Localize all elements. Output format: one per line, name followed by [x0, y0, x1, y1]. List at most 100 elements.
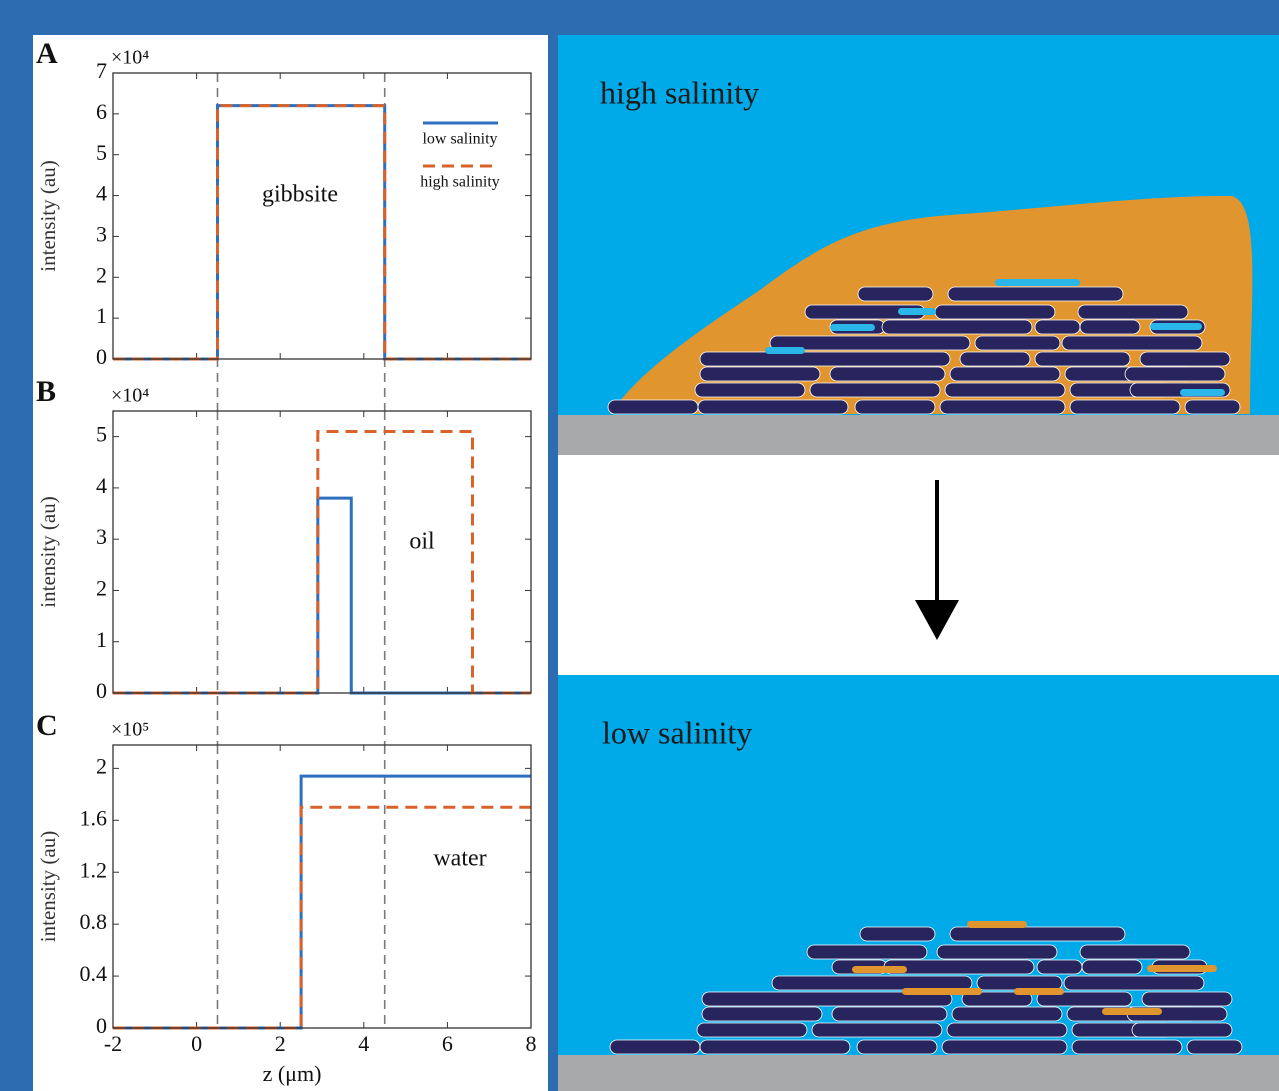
particle-accent	[898, 308, 936, 315]
x-tick-label: 0	[191, 1031, 202, 1056]
particle	[1082, 960, 1142, 974]
y-tick-label: 7	[96, 58, 107, 83]
particle-accent	[765, 347, 805, 354]
y-axis-label: intensity (au)	[36, 160, 60, 271]
particle	[1035, 320, 1080, 334]
particle	[950, 367, 1060, 381]
particle	[810, 383, 940, 397]
arrow-panel	[558, 455, 1279, 675]
particle	[700, 367, 820, 381]
annotation: gibbsite	[262, 182, 338, 208]
y-tick-label: 3	[96, 221, 107, 246]
particle	[947, 1023, 1067, 1037]
particle	[1062, 336, 1202, 350]
y-tick-label: 6	[96, 99, 107, 124]
particle	[1140, 352, 1230, 366]
y-tick-label: 2	[96, 576, 107, 601]
particle	[1070, 400, 1180, 414]
particle	[700, 1040, 850, 1054]
particle	[772, 976, 972, 990]
particle	[1125, 367, 1225, 381]
particle	[1080, 320, 1140, 334]
particle-accent	[902, 988, 982, 995]
y-tick-label: 0	[96, 678, 107, 703]
particle	[1187, 1040, 1242, 1054]
annotation: oil	[409, 529, 435, 555]
particle	[830, 367, 945, 381]
particle	[977, 976, 1062, 990]
particle	[1132, 1023, 1232, 1037]
particle	[807, 945, 927, 959]
y-multiplier: ×10⁴	[111, 385, 149, 407]
particle	[1080, 945, 1190, 959]
particle	[940, 400, 1065, 414]
particle-accent	[1180, 389, 1225, 396]
y-axis-label: intensity (au)	[36, 831, 60, 942]
y-tick-label: 4	[96, 181, 107, 206]
particle-accent	[967, 921, 1027, 928]
particle	[937, 945, 1057, 959]
particle	[697, 1023, 807, 1037]
particle	[884, 960, 1034, 974]
panel-label: B	[36, 375, 56, 408]
particle	[858, 287, 933, 301]
x-axis-label: z (μm)	[263, 1061, 322, 1086]
schematic-label: low salinity	[602, 714, 752, 750]
particle	[942, 1040, 1067, 1054]
particle	[882, 320, 1032, 334]
particle	[855, 400, 935, 414]
y-multiplier: ×10⁴	[111, 47, 149, 69]
particle	[1072, 1040, 1182, 1054]
schematic: high salinity low salinity	[558, 35, 1279, 1091]
y-tick-label: 0	[96, 344, 107, 369]
particle	[832, 1007, 947, 1021]
particle	[610, 1040, 700, 1054]
y-tick-label: 1.6	[80, 805, 108, 830]
panel-label: C	[36, 709, 58, 742]
particle-accent	[830, 324, 875, 331]
x-tick-label: 8	[526, 1031, 537, 1056]
particle-accent	[995, 279, 1080, 286]
particle	[935, 305, 1055, 319]
substrate-top	[558, 415, 1279, 455]
y-tick-label: 2	[96, 262, 107, 287]
particle-accent	[1014, 988, 1064, 995]
particle	[975, 336, 1060, 350]
y-tick-label: 5	[96, 422, 107, 447]
particle	[952, 1007, 1062, 1021]
particle	[960, 352, 1030, 366]
y-tick-label: 4	[96, 473, 107, 498]
particle	[857, 1040, 937, 1054]
particle-accent	[1150, 323, 1202, 330]
particle	[702, 1007, 822, 1021]
y-tick-label: 1.2	[80, 857, 108, 882]
particle-accent	[1147, 965, 1217, 972]
y-tick-label: 2	[96, 753, 107, 778]
particle	[1185, 400, 1240, 414]
particle	[950, 927, 1125, 941]
y-axis-label: intensity (au)	[36, 496, 60, 607]
particle	[1064, 976, 1204, 990]
panel-label: A	[36, 37, 58, 70]
particle-accent	[852, 966, 907, 973]
y-tick-label: 5	[96, 140, 107, 165]
particle	[860, 927, 935, 941]
y-tick-label: 0.8	[80, 909, 108, 934]
particle-accent	[1102, 1008, 1162, 1015]
x-tick-label: 2	[275, 1031, 286, 1056]
legend-label: low salinity	[422, 131, 497, 148]
y-tick-label: 1	[96, 627, 107, 652]
y-multiplier: ×10⁵	[111, 719, 149, 741]
y-tick-label: 1	[96, 303, 107, 328]
annotation: water	[433, 846, 486, 872]
particle	[700, 352, 950, 366]
particle	[608, 400, 698, 414]
particle	[1037, 960, 1082, 974]
schematic-label: high salinity	[600, 74, 759, 110]
particle	[945, 383, 1065, 397]
particle	[948, 287, 1123, 301]
particle	[1142, 992, 1232, 1006]
y-tick-label: 0.4	[80, 961, 108, 986]
particle	[695, 383, 805, 397]
particle	[812, 1023, 942, 1037]
